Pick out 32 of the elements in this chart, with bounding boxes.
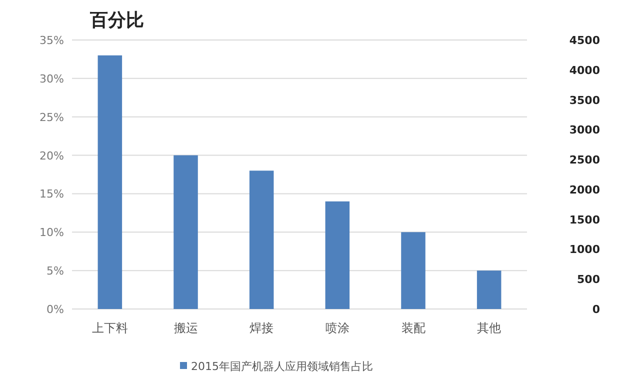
y2-tick-label: 4000	[569, 64, 600, 77]
y-tick-label: 20%	[40, 149, 64, 162]
y-tick-label: 35%	[40, 34, 64, 47]
y-tick-label: 5%	[46, 264, 64, 278]
y2-tick-label: 2000	[569, 183, 600, 196]
y2-tick-label: 3500	[569, 94, 600, 107]
y-tick-label: 25%	[40, 110, 64, 124]
bar	[325, 201, 350, 309]
y-tick-label: 0%	[46, 303, 64, 316]
y-tick-label: 10%	[40, 226, 64, 240]
bar	[249, 170, 274, 309]
bar	[401, 232, 426, 309]
y2-tick-label: 2500	[569, 154, 600, 167]
y2-tick-label: 3000	[569, 124, 600, 137]
y-tick-label: 30%	[40, 72, 64, 86]
y2-tick-label: 4500	[569, 34, 600, 47]
y-tick-label: 15%	[40, 188, 64, 201]
x-tick-label: 其他	[477, 321, 502, 335]
bar	[174, 155, 198, 309]
x-tick-label: 焊接	[250, 321, 274, 335]
bar	[98, 55, 122, 309]
x-tick-label: 搬运	[174, 321, 198, 335]
y2-tick-label: 500	[577, 273, 600, 286]
y2-tick-label: 1000	[569, 243, 600, 256]
bar	[476, 270, 502, 309]
y2-tick-label: 1500	[569, 213, 600, 226]
x-tick-label: 喷涂	[325, 321, 350, 335]
chart-title: 百分比	[89, 10, 144, 31]
x-tick-label: 上下料	[92, 321, 128, 335]
y2-tick-label: 0	[592, 303, 600, 316]
legend-label: 2015年国产机器人应用领域销售占比	[191, 360, 373, 373]
x-tick-label: 装配	[401, 321, 426, 335]
